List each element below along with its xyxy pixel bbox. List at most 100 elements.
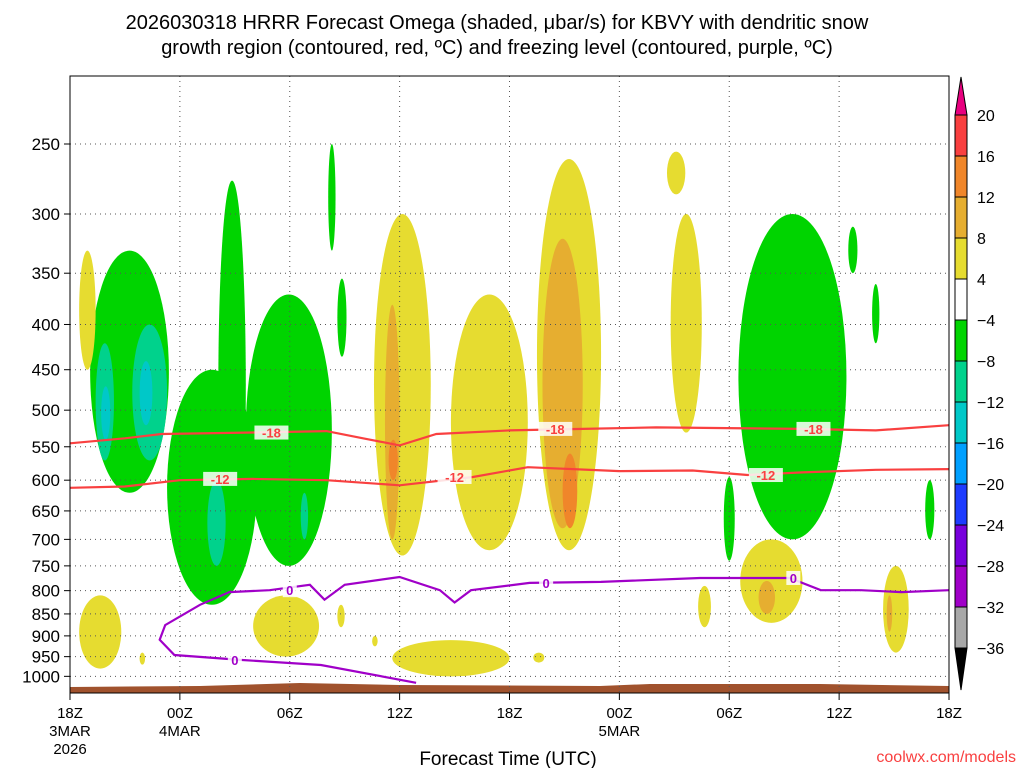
y-tick-label: 750 [32, 557, 60, 576]
colorbar-top-arrow [954, 76, 968, 116]
omega-region-4 [698, 585, 711, 628]
contour-label-bg [539, 575, 554, 590]
y-tick-label: 1000 [22, 667, 60, 686]
contour-label: -12 [756, 468, 775, 483]
colorbar-bottom-arrow [954, 647, 968, 691]
x-tick-label: 2026 [53, 741, 86, 758]
y-tick-label: 450 [32, 361, 60, 380]
contour-label: -12 [211, 472, 230, 487]
x-tick-label: 18Z [497, 705, 523, 722]
x-tick-label: 4MAR [159, 723, 201, 740]
omega-region--4 [245, 294, 332, 566]
y-tick-label: 350 [32, 264, 60, 283]
y-tick-label: 550 [32, 438, 60, 457]
y-tick-label: 650 [32, 502, 60, 521]
colorbar-label: −8 [977, 354, 995, 371]
contour-label-bg [538, 421, 573, 436]
colorbar-box [954, 606, 968, 649]
contour--12 [70, 466, 949, 489]
omega-region--4 [738, 214, 847, 540]
contour-label-bg [254, 425, 289, 440]
y-tick-label: 850 [32, 605, 60, 624]
colorbar-box [954, 196, 968, 239]
y-tick-label: 300 [32, 205, 60, 224]
omega-region--4 [925, 480, 935, 540]
contour-label: -18 [546, 422, 565, 437]
contour-label-bg [796, 421, 831, 436]
omega-region-4 [533, 652, 545, 663]
x-tick-label: 00Z [167, 705, 193, 722]
omega-region--4 [848, 226, 858, 274]
omega-region-4 [372, 635, 378, 647]
x-tick-label: 18Z [57, 705, 83, 722]
omega-shading [79, 144, 935, 677]
contour-lines: -18 -18 -18 -12 -12 -12 0 0 0 0 [70, 421, 949, 684]
y-tick-label: 800 [32, 582, 60, 601]
omega-region-4 [450, 294, 528, 551]
colorbar-box [954, 565, 968, 608]
colorbar-label: −20 [977, 477, 1004, 494]
contour-label: 0 [286, 583, 293, 598]
colorbar-box [954, 155, 968, 198]
contour-label-bg [786, 570, 801, 585]
colorbar-box [954, 401, 968, 444]
omega-region-4 [79, 250, 96, 370]
colorbar-label: −12 [977, 395, 1004, 412]
omega-region--4 [328, 144, 336, 251]
terrain-band [70, 683, 949, 693]
omega-region-4 [740, 539, 803, 623]
contour-label: 0 [790, 571, 797, 586]
colorbar-label: −24 [977, 518, 1004, 535]
omega-region-8 [758, 580, 776, 614]
colorbar: 20 16 12 8 4 −4 −8 −12 −16 −20 −24 −28 −32 −36 [954, 76, 1004, 691]
colorbar-label: 20 [977, 108, 995, 125]
colorbar-box [954, 237, 968, 280]
colorbar-box [954, 114, 968, 157]
y-tick-label: 250 [32, 135, 60, 154]
contour-label-bg [437, 469, 472, 484]
x-tick-label: 12Z [387, 705, 413, 722]
y-axis: 250 300 350 400 450 500 550 600 650 700 750 800 850 9… [22, 135, 70, 686]
colorbar-label: −16 [977, 436, 1004, 453]
omega-region-4 [666, 151, 686, 195]
chart-title-line2: growth region (contoured, red, ºC) and f… [161, 37, 833, 59]
omega-region--4 [218, 180, 246, 591]
colorbar-label: 8 [977, 231, 986, 248]
y-tick-label: 700 [32, 530, 60, 549]
x-tick-label: 3MAR [49, 723, 91, 740]
terrain [70, 683, 949, 693]
colorbar-label: −36 [977, 641, 1004, 658]
contour-label-bg [227, 652, 242, 667]
colorbar-box [954, 360, 968, 403]
x-tick-label: 18Z [936, 705, 962, 722]
contour--18 [70, 424, 949, 447]
omega-region-4 [337, 604, 345, 628]
contour-label-bg [203, 471, 238, 486]
credit-text: coolwx.com/models [876, 749, 1016, 766]
chart-title-line1: 2026030318 HRRR Forecast Omega (shaded, … [126, 12, 869, 34]
colorbar-label: −4 [977, 313, 995, 330]
x-tick-label: 12Z [826, 705, 852, 722]
omega-region-8 [542, 238, 583, 529]
omega-region--12 [139, 361, 153, 426]
y-tick-label: 400 [32, 315, 60, 334]
y-tick-label: 500 [32, 401, 60, 420]
x-tick-label: 06Z [716, 705, 742, 722]
y-tick-label: 600 [32, 471, 60, 490]
omega-region-4 [253, 595, 320, 657]
omega-region--4 [723, 476, 735, 561]
y-tick-label: 900 [32, 627, 60, 646]
omega-region--4 [872, 284, 880, 344]
colorbar-label: 4 [977, 272, 986, 289]
omega-region--4 [337, 278, 347, 357]
omega-region-12 [562, 453, 578, 529]
colorbar-label: −32 [977, 600, 1004, 617]
omega-region-12 [388, 439, 398, 481]
contour-label: -12 [445, 470, 464, 485]
contour-label: 0 [543, 576, 550, 591]
colorbar-box [954, 483, 968, 526]
contour-label-bg [282, 583, 297, 598]
x-tick-label: 06Z [277, 705, 303, 722]
